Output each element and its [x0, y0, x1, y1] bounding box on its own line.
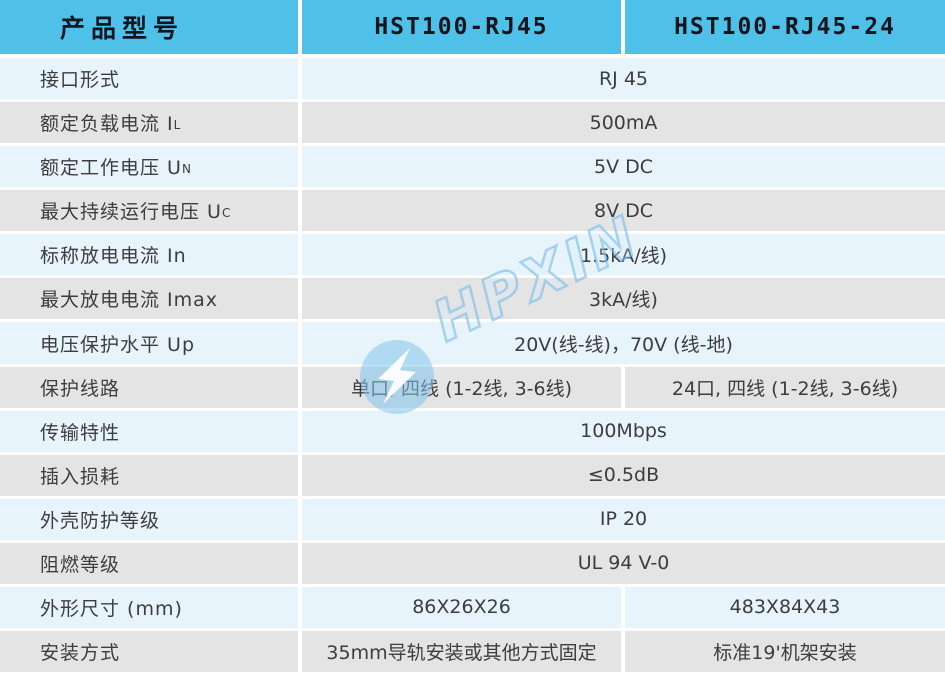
spec-value: 100Mbps — [580, 420, 667, 443]
header-model-hst100-rj45-24: HST100-RJ45-24 — [674, 14, 896, 40]
spec-value: RJ 45 — [598, 67, 649, 90]
spec-row-insertion-loss: 插入损耗 ≤0.5dB — [0, 454, 945, 499]
spec-label-text: 额定工作电压 U — [40, 157, 182, 180]
spec-label-text: 接口形式 — [40, 69, 121, 92]
spec-value: ≤0.5dB — [587, 464, 660, 487]
spec-label-subscript: C — [221, 205, 231, 220]
spec-value: IP 20 — [599, 508, 648, 531]
spec-label-text: 阻燃等级 — [40, 553, 121, 576]
spec-row-voltage-protection-level: 电压保护水平 Up 20V(线-线)，70V (线-地) — [0, 322, 945, 367]
spec-label-text: 额定负载电流 I — [40, 113, 174, 136]
spec-label: 保护线路 — [0, 366, 302, 408]
spec-label: 外形尺寸 (mm) — [0, 586, 302, 629]
spec-label-text: 插入损耗 — [40, 465, 121, 488]
spec-value-rj45-24: 483X84X43 — [729, 596, 841, 619]
spec-value: 20V(线-线)，70V (线-地) — [514, 333, 733, 356]
spec-label: 传输特性 — [0, 410, 302, 452]
spec-label: 阻燃等级 — [0, 542, 302, 584]
spec-label-text: 外形尺寸 (mm) — [40, 597, 183, 620]
spec-value: 5V DC — [593, 155, 654, 178]
spec-label: 安装方式 — [0, 631, 302, 673]
spec-value: UL 94 V-0 — [577, 552, 670, 575]
spec-value: 1.5kA/线) — [579, 245, 668, 268]
spec-label: 接口形式 — [0, 58, 302, 100]
spec-row-flammability-rating: 阻燃等级 UL 94 V-0 — [0, 542, 945, 587]
spec-label: 标称放电电流 In — [0, 234, 302, 276]
header-product-model: 产品型号 — [0, 0, 302, 54]
spec-value: 8V DC — [593, 199, 654, 222]
spec-row-enclosure-protection-rating: 外壳防护等级 IP 20 — [0, 498, 945, 543]
spec-label-text: 标称放电电流 In — [40, 245, 187, 268]
spec-value-rj45: 单口, 四线 (1-2线, 3-6线) — [302, 366, 625, 408]
spec-row-transmission-characteristics: 传输特性 100Mbps — [0, 410, 945, 455]
spec-label: 外壳防护等级 — [0, 498, 302, 540]
spec-value: 3kA/线) — [589, 289, 658, 312]
spec-value-rj45-24: 24口, 四线 (1-2线, 3-6线) — [671, 377, 899, 400]
spec-label-text: 安装方式 — [40, 642, 121, 665]
spec-label-text: 最大持续运行电压 U — [40, 201, 222, 224]
spec-label-text: 保护线路 — [40, 377, 121, 400]
header-model-hst100-rj45: HST100-RJ45 — [302, 0, 625, 54]
spec-label-text: 电压保护水平 Up — [40, 333, 196, 356]
spec-value-rj45-24: 标准19'机架安装 — [713, 642, 857, 665]
spec-row-protected-lines: 保护线路 单口, 四线 (1-2线, 3-6线) 24口, 四线 (1-2线, … — [0, 366, 945, 411]
spec-row-max-discharge-current: 最大放电电流 Imax 3kA/线) — [0, 278, 945, 323]
spec-label-text: 最大放电电流 Imax — [40, 289, 219, 312]
spec-value: 500mA — [589, 111, 658, 134]
spec-label: 电压保护水平 Up — [0, 322, 302, 364]
spec-row-dimensions: 外形尺寸 (mm) 86X26X26 483X84X43 — [0, 586, 945, 632]
table-header-row: 产品型号 HST100-RJ45 HST100-RJ45-24 — [0, 0, 945, 58]
spec-value-rj45: 35mm导轨安装或其他方式固定 — [302, 631, 625, 673]
spec-label-text: 外壳防护等级 — [40, 509, 161, 532]
spec-label-text: 传输特性 — [40, 421, 121, 444]
spec-row-nominal-discharge-current: 标称放电电流 In 1.5kA/线) — [0, 234, 945, 279]
spec-row-interface-type: 接口形式 RJ 45 — [0, 58, 945, 103]
spec-label-subscript: N — [181, 161, 191, 176]
spec-value-rj45: 86X26X26 — [302, 586, 625, 629]
spec-row-installation-method: 安装方式 35mm导轨安装或其他方式固定 标准19'机架安装 — [0, 631, 945, 674]
spec-label: 插入损耗 — [0, 454, 302, 496]
spec-label: 最大放电电流 Imax — [0, 278, 302, 320]
spec-label-subscript: L — [173, 117, 181, 132]
